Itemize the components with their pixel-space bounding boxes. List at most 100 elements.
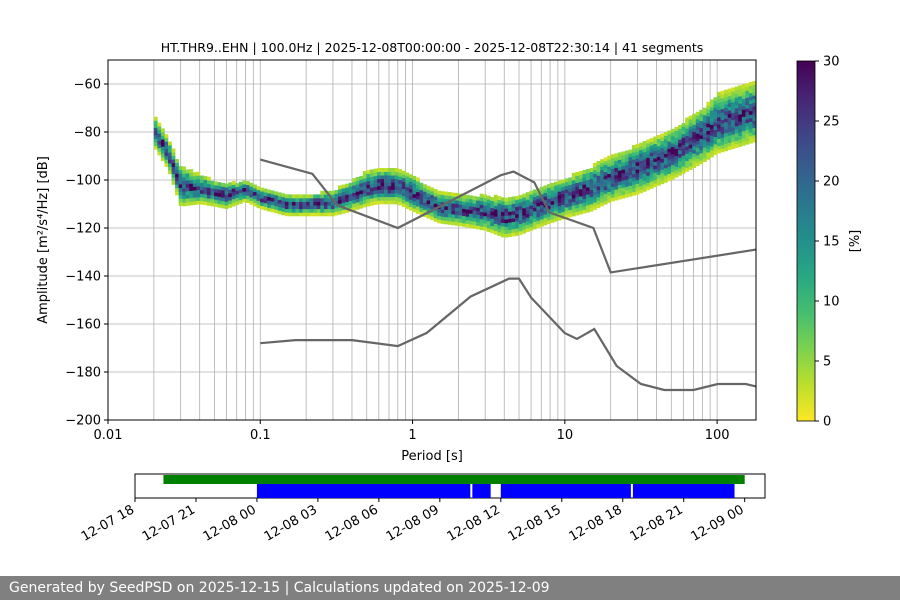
histogram-cell (720, 148, 725, 153)
histogram-cell (206, 180, 211, 185)
histogram-cell (582, 173, 587, 178)
histogram-cell (373, 197, 378, 202)
histogram-cell (415, 202, 420, 207)
histogram-cell (235, 183, 240, 188)
histogram-cell (678, 132, 682, 137)
histogram-cell (628, 160, 633, 165)
histogram-cell (607, 155, 612, 160)
histogram-cell (182, 202, 187, 207)
histogram-cell (547, 216, 551, 221)
histogram-cell (348, 204, 353, 209)
histogram-cell (702, 140, 707, 145)
histogram-cell (663, 153, 668, 158)
histogram-cell (738, 124, 743, 129)
histogram-cell (522, 208, 527, 212)
histogram-cell (748, 128, 753, 133)
histogram-cell (462, 222, 466, 227)
histogram-cell (171, 180, 176, 185)
histogram-cell (387, 186, 392, 190)
histogram-cell (214, 199, 218, 204)
histogram-cell (699, 117, 704, 121)
histogram-cell (472, 203, 477, 208)
histogram-cell (387, 175, 392, 180)
histogram-cell (196, 182, 201, 187)
histogram-cell (164, 141, 169, 146)
histogram-cell (185, 187, 190, 192)
histogram-cell (713, 126, 718, 130)
histogram-cell (479, 226, 484, 231)
histogram-cell (462, 208, 466, 213)
histogram-cell (157, 147, 162, 152)
histogram-cell (717, 131, 721, 136)
histogram-cell (281, 193, 286, 198)
histogram-cell (376, 196, 381, 201)
histogram-cell (366, 177, 371, 182)
histogram-cell (727, 139, 732, 143)
histogram-cell (160, 135, 165, 140)
colorbar-tick-label: 10 (823, 295, 840, 310)
histogram-cell (508, 218, 512, 223)
histogram-cell (660, 151, 665, 156)
histogram-cell (493, 216, 498, 221)
histogram-cell (748, 121, 753, 126)
histogram-cell (596, 164, 601, 169)
histogram-cell (199, 182, 204, 187)
histogram-cell (734, 129, 739, 134)
histogram-cell (288, 212, 293, 217)
histogram-cell (500, 201, 505, 205)
histogram-cell (412, 208, 417, 213)
histogram-cell (578, 206, 583, 211)
histogram-cell (486, 199, 491, 204)
histogram-cell (564, 181, 569, 186)
histogram-cell (646, 157, 651, 162)
histogram-cell (741, 87, 746, 92)
histogram-cell (369, 191, 374, 195)
histogram-cell (185, 176, 190, 181)
histogram-cell (355, 198, 360, 203)
histogram-cell (709, 128, 714, 133)
histogram-cell (539, 222, 544, 227)
histogram-cell (369, 187, 374, 192)
histogram-cell (561, 186, 566, 191)
histogram-cell (685, 121, 689, 126)
histogram-cell (210, 180, 215, 185)
histogram-cell (635, 180, 640, 184)
ppsd-histogram (153, 80, 757, 238)
histogram-cell (561, 204, 566, 209)
histogram-cell (384, 193, 388, 198)
histogram-cell (738, 88, 743, 93)
histogram-cell (685, 117, 689, 122)
histogram-cell (270, 194, 275, 198)
histogram-cell (660, 165, 665, 170)
histogram-cell (610, 183, 615, 188)
histogram-cell (486, 210, 491, 214)
histogram-cell (621, 162, 626, 167)
histogram-cell (493, 194, 498, 199)
histogram-cell (486, 206, 491, 211)
histogram-cell (717, 138, 721, 143)
histogram-cell (320, 194, 325, 199)
histogram-cell (440, 198, 445, 203)
histogram-cell (738, 85, 743, 90)
histogram-cell (554, 185, 558, 190)
histogram-cell (575, 200, 580, 205)
histogram-cell (543, 199, 548, 204)
histogram-cell (557, 205, 562, 210)
histogram-cell (529, 208, 534, 213)
histogram-cell (238, 189, 243, 193)
histogram-cell (745, 83, 750, 88)
histogram-cell (649, 166, 654, 171)
histogram-cell (578, 174, 583, 179)
histogram-cell (451, 199, 456, 204)
histogram-cell (376, 171, 381, 176)
histogram-cell (493, 227, 498, 232)
timeline-tick-label: 12-08 09 (384, 502, 442, 544)
histogram-cell (745, 101, 750, 106)
histogram-cell (376, 186, 381, 190)
histogram-cell (206, 194, 211, 199)
histogram-cell (547, 205, 551, 210)
histogram-cell (253, 191, 257, 196)
histogram-cell (447, 220, 452, 225)
histogram-cell (706, 112, 711, 117)
x-tick-label: 100 (705, 428, 730, 443)
